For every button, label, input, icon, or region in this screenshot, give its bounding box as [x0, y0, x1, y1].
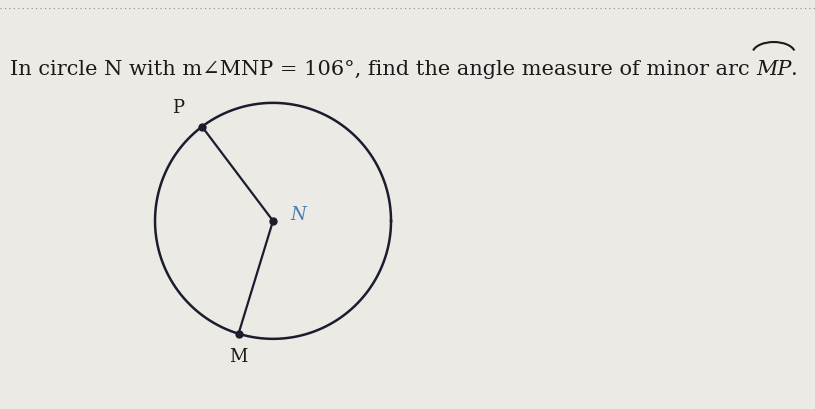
Text: N: N	[291, 206, 306, 224]
Text: .: .	[791, 60, 798, 79]
Text: M: M	[229, 348, 248, 366]
Text: P: P	[172, 99, 184, 117]
Text: In circle N with m∠MNP = 106°, find the angle measure of minor arc: In circle N with m∠MNP = 106°, find the …	[10, 60, 756, 79]
Text: MP: MP	[756, 60, 791, 79]
